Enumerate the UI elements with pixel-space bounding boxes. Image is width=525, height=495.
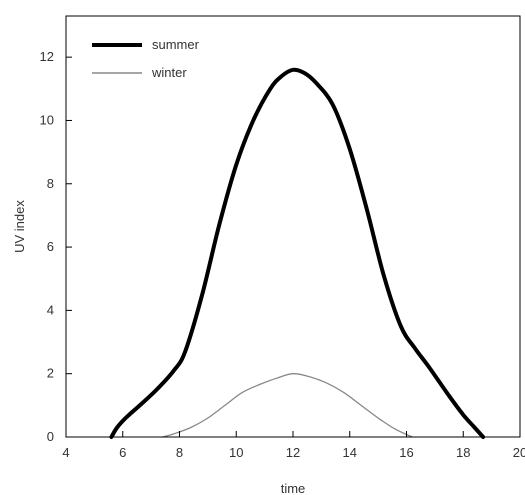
y-tick-label-2: 2 [47,366,54,381]
x-tick-label-8: 8 [176,445,183,460]
x-axis-label: time [281,481,306,495]
series-line-winter [161,373,413,438]
legend: summer winter [92,37,200,80]
y-tick-label-8: 8 [47,176,54,191]
y-tick-label-10: 10 [40,112,54,127]
y-tick-label-4: 4 [47,302,54,317]
axes: 4 6 8 10 12 14 16 18 20 0 2 4 6 8 10 12 time UV index [12,15,525,495]
series-line-summer [109,67,486,439]
x-tick-label-20: 20 [513,445,525,460]
plot-area [109,67,486,439]
x-tick-label-6: 6 [119,445,126,460]
y-tick-label-12: 12 [40,49,54,64]
x-tick-label-14: 14 [343,445,357,460]
legend-label-summer: summer [152,37,200,52]
x-tick-label-10: 10 [229,445,243,460]
x-tick-label-4: 4 [62,445,69,460]
y-tick-label-6: 6 [47,239,54,254]
y-tick-label-0: 0 [47,429,54,444]
x-tick-label-12: 12 [286,445,300,460]
legend-label-winter: winter [151,65,187,80]
y-axis-label: UV index [12,200,27,253]
x-tick-label-18: 18 [456,445,470,460]
x-tick-label-16: 16 [399,445,413,460]
